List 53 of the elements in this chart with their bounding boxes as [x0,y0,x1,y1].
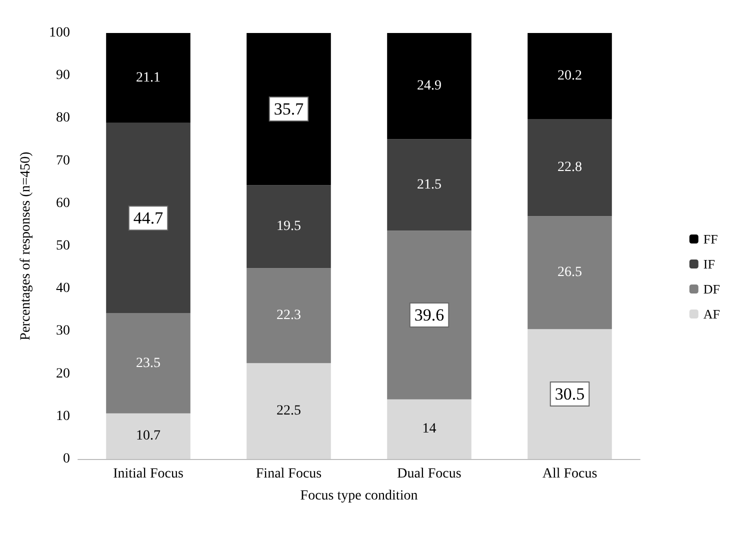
bar [246,33,331,186]
bar [246,268,331,364]
bar [387,139,472,231]
data-label: 21.5 [417,177,442,192]
y-tick-label: 0 [63,452,70,466]
bar [106,33,190,123]
x-tick-label: Final Focus [256,466,322,482]
bar [528,33,612,120]
data-label: 35.7 [274,100,304,119]
bar [387,230,472,400]
legend-label: DF [703,282,720,296]
y-tick-label: 50 [56,238,70,254]
bar [106,122,190,314]
legend-label: IF [703,256,715,272]
data-label: 19.5 [276,219,301,234]
data-label: 22.8 [558,160,582,176]
x-tick-label: All Focus [542,466,598,482]
data-label: 39.6 [414,306,444,325]
y-tick-label: 100 [49,26,70,40]
data-label: 10.7 [136,428,160,444]
legend-label: AF [703,306,720,322]
bar [106,413,190,459]
bar [528,216,612,330]
data-label: 26.5 [558,265,582,280]
bar [387,33,472,140]
bar [528,119,612,216]
legend-label: FF [703,232,718,246]
x-axis-title: Focus type condition [300,488,418,504]
data-label: 20.2 [558,68,582,84]
x-tick-label: Initial Focus [113,466,184,482]
data-label: 30.5 [554,384,585,404]
data-label: 44.7 [133,208,164,228]
bar [528,329,612,459]
y-tick-label: 70 [56,153,70,168]
bar [246,185,331,268]
y-tick-label: 20 [56,366,70,382]
y-tick-label: 90 [56,68,70,84]
bar [387,399,472,459]
bar [106,313,190,414]
data-label: 23.5 [136,356,160,371]
y-tick-label: 60 [56,196,70,211]
data-label: 21.1 [136,70,160,86]
y-axis-title: Percentages of responses (n=450) [18,151,34,340]
data-label: 22.5 [276,404,301,419]
y-tick-label: 40 [56,281,70,296]
y-tick-label: 10 [56,408,70,424]
y-tick-label: 80 [56,110,70,126]
y-tick-label: 30 [56,324,70,339]
x-tick-label: Dual Focus [397,466,462,482]
data-label: 24.9 [417,78,442,94]
data-label: 22.3 [276,308,301,324]
bar [246,363,331,459]
data-label: 14 [422,422,436,437]
